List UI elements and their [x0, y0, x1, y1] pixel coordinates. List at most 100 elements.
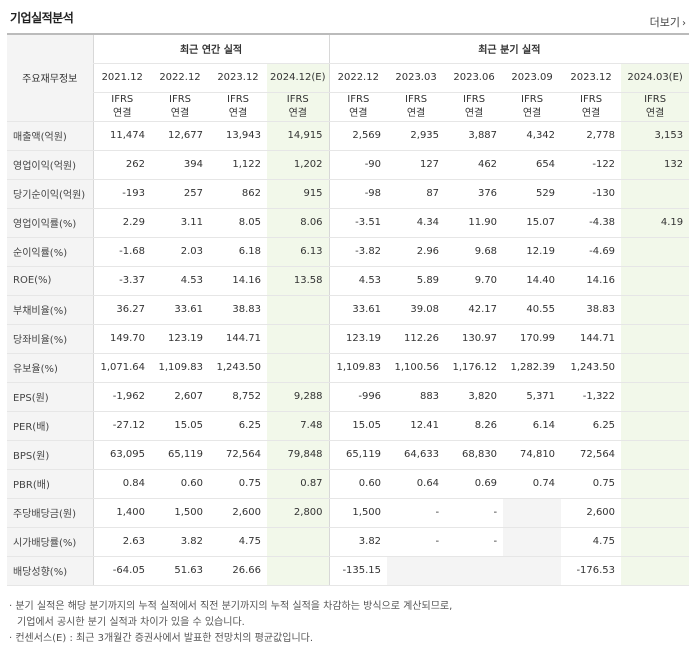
table-row: 부채비율(%) 36.27 33.61 38.83 33.61 39.08 42.17 40.… — [7, 294, 690, 325]
table-cell: 127 — [387, 150, 446, 180]
table-cell: 7.48 — [267, 411, 330, 441]
table-cell: -64.05 — [92, 556, 151, 586]
table-row: 주당배당금(원) 1,400 1,500 2,600 2,800 1,500- -2,600 — [7, 497, 690, 528]
table-cell — [445, 556, 504, 586]
table-cell: 9.68 — [445, 237, 504, 267]
table-cell: 529 — [503, 179, 562, 209]
row-label: 당좌비율(%) — [7, 324, 93, 354]
table-cell: -176.53 — [561, 556, 622, 586]
table-cell: 2.03 — [151, 237, 209, 267]
table-cell: 1,176.12 — [445, 353, 504, 383]
table-cell: 0.60 — [328, 469, 388, 499]
consolidated-label: 연결 — [113, 107, 132, 119]
table-cell: 39.08 — [387, 294, 446, 325]
table-cell: -1,962 — [92, 381, 151, 412]
table-cell: 257 — [151, 179, 209, 209]
table-cell: 65,119 — [151, 440, 209, 470]
table-cell: 2,800 — [267, 497, 330, 528]
ifrs-label: IFRS — [463, 93, 486, 105]
table-cell: 9,288 — [267, 381, 330, 412]
table-row: 영업이익(억원) 262 394 1,122 1,202 -90 127 462 654 -122… — [7, 150, 690, 180]
table-cell — [503, 556, 562, 586]
table-row: 당기순이익(억원) -193 257 862 915 -98 87 376 529 -130 — [7, 179, 690, 209]
table-cell: 394 — [151, 150, 209, 180]
row-label: 유보율(%) — [7, 353, 93, 383]
table-cell: -3.51 — [328, 207, 388, 238]
table-cell: -4.38 — [561, 207, 622, 238]
row-label: ROE(%) — [7, 266, 93, 296]
table-cell: -1.68 — [92, 237, 151, 267]
table-cell: 87 — [387, 179, 446, 209]
more-link[interactable]: 더보기 › — [650, 14, 686, 30]
table-cell: 13.58 — [267, 266, 330, 296]
consolidated-label: 연결 — [170, 107, 190, 119]
ifrs-label: IFRS — [111, 93, 134, 105]
table-cell: 12.19 — [503, 237, 562, 267]
period-header: 2022.12 — [328, 63, 388, 93]
table-cell: 33.61 — [328, 294, 388, 325]
ifrs-badge: IFRS 연결 — [621, 92, 690, 122]
table-cell — [621, 469, 690, 499]
table-cell: 3,820 — [445, 381, 504, 412]
row-label: 순이익률(%) — [7, 237, 93, 267]
table-cell: 2,778 — [561, 120, 622, 151]
consolidated-label: 연결 — [349, 107, 368, 119]
table-cell: 8,752 — [209, 381, 267, 412]
table-cell: 1,500 — [328, 497, 388, 528]
table-cell: 149.70 — [92, 324, 151, 354]
table-row: 순이익률(%) -1.68 2.03 6.18 6.13 -3.82 2.96 9.68 12.… — [7, 237, 690, 267]
row-label: 당기순이익(억원) — [7, 179, 93, 209]
table-cell: -4.69 — [561, 237, 622, 267]
table-row: PER(배) -27.12 15.05 6.25 7.48 15.05 12.41 8.26 6… — [7, 411, 690, 441]
table-cell: 123.19 — [328, 324, 388, 354]
table-cell: 112.26 — [387, 324, 446, 354]
footnote-2: 기업에서 공시한 분기 실적과 차이가 있을 수 있습니다. — [17, 617, 245, 628]
more-label: 더보기 — [649, 16, 680, 29]
table-cell — [267, 556, 330, 586]
table-cell: 65,119 — [328, 440, 388, 470]
consolidated-label: 연결 — [581, 107, 601, 119]
table-cell: 15.05 — [328, 411, 388, 441]
table-cell: 462 — [445, 150, 504, 180]
table-cell: 14.16 — [561, 266, 622, 296]
table-cell: 26.66 — [209, 556, 267, 586]
table-row: PBR(배) 0.84 0.60 0.75 0.87 0.60 0.64 0.69 0.74 0.… — [7, 469, 690, 499]
table-cell: 36.27 — [92, 294, 151, 325]
table-cell — [621, 527, 690, 557]
table-cell: 1,243.50 — [209, 353, 267, 383]
table-cell: -1,322 — [561, 381, 622, 412]
table-cell: 38.83 — [561, 294, 622, 325]
ifrs-badge: IFRS 연결 — [387, 92, 446, 122]
table-cell: 15.07 — [503, 207, 562, 238]
table-cell: 3.82 — [151, 527, 209, 557]
table-cell: 4.75 — [561, 527, 622, 557]
annual-group-header: 최근 연간 실적 — [92, 33, 330, 64]
ifrs-label: IFRS — [580, 93, 603, 105]
table-cell: - — [445, 527, 504, 557]
table-cell: 6.18 — [209, 237, 267, 267]
table-cell: -3.37 — [92, 266, 151, 296]
table-cell: - — [387, 527, 446, 557]
table-cell: 9.70 — [445, 266, 504, 296]
ifrs-label: IFRS — [169, 93, 191, 105]
table-cell: 2.63 — [92, 527, 151, 557]
table-cell: 2.29 — [92, 207, 151, 238]
table-cell: 63,095 — [92, 440, 151, 470]
table-cell: -27.12 — [92, 411, 151, 441]
table-cell: 74,810 — [503, 440, 562, 470]
table-cell: 72,564 — [209, 440, 267, 470]
table-cell: -135.15 — [328, 556, 388, 586]
table-row: 당좌비율(%) 149.70 123.19 144.71 123.19 112.26 130… — [7, 324, 690, 354]
table-cell: 123.19 — [151, 324, 209, 354]
table-cell: -996 — [328, 381, 388, 412]
row-label: 시가배당률(%) — [7, 527, 93, 557]
table-row: 배당성향(%) -64.05 51.63 26.66 -135.15 -176.53 — [7, 556, 690, 586]
table-cell — [503, 497, 562, 528]
table-cell: 1,500 — [151, 497, 209, 528]
table-cell: 8.26 — [445, 411, 504, 441]
table-cell: 1,109.83 — [151, 353, 209, 383]
table-cell — [621, 179, 690, 209]
table-cell — [621, 440, 690, 470]
table-cell: 4,342 — [503, 120, 562, 151]
table-cell: 4.53 — [328, 266, 388, 296]
